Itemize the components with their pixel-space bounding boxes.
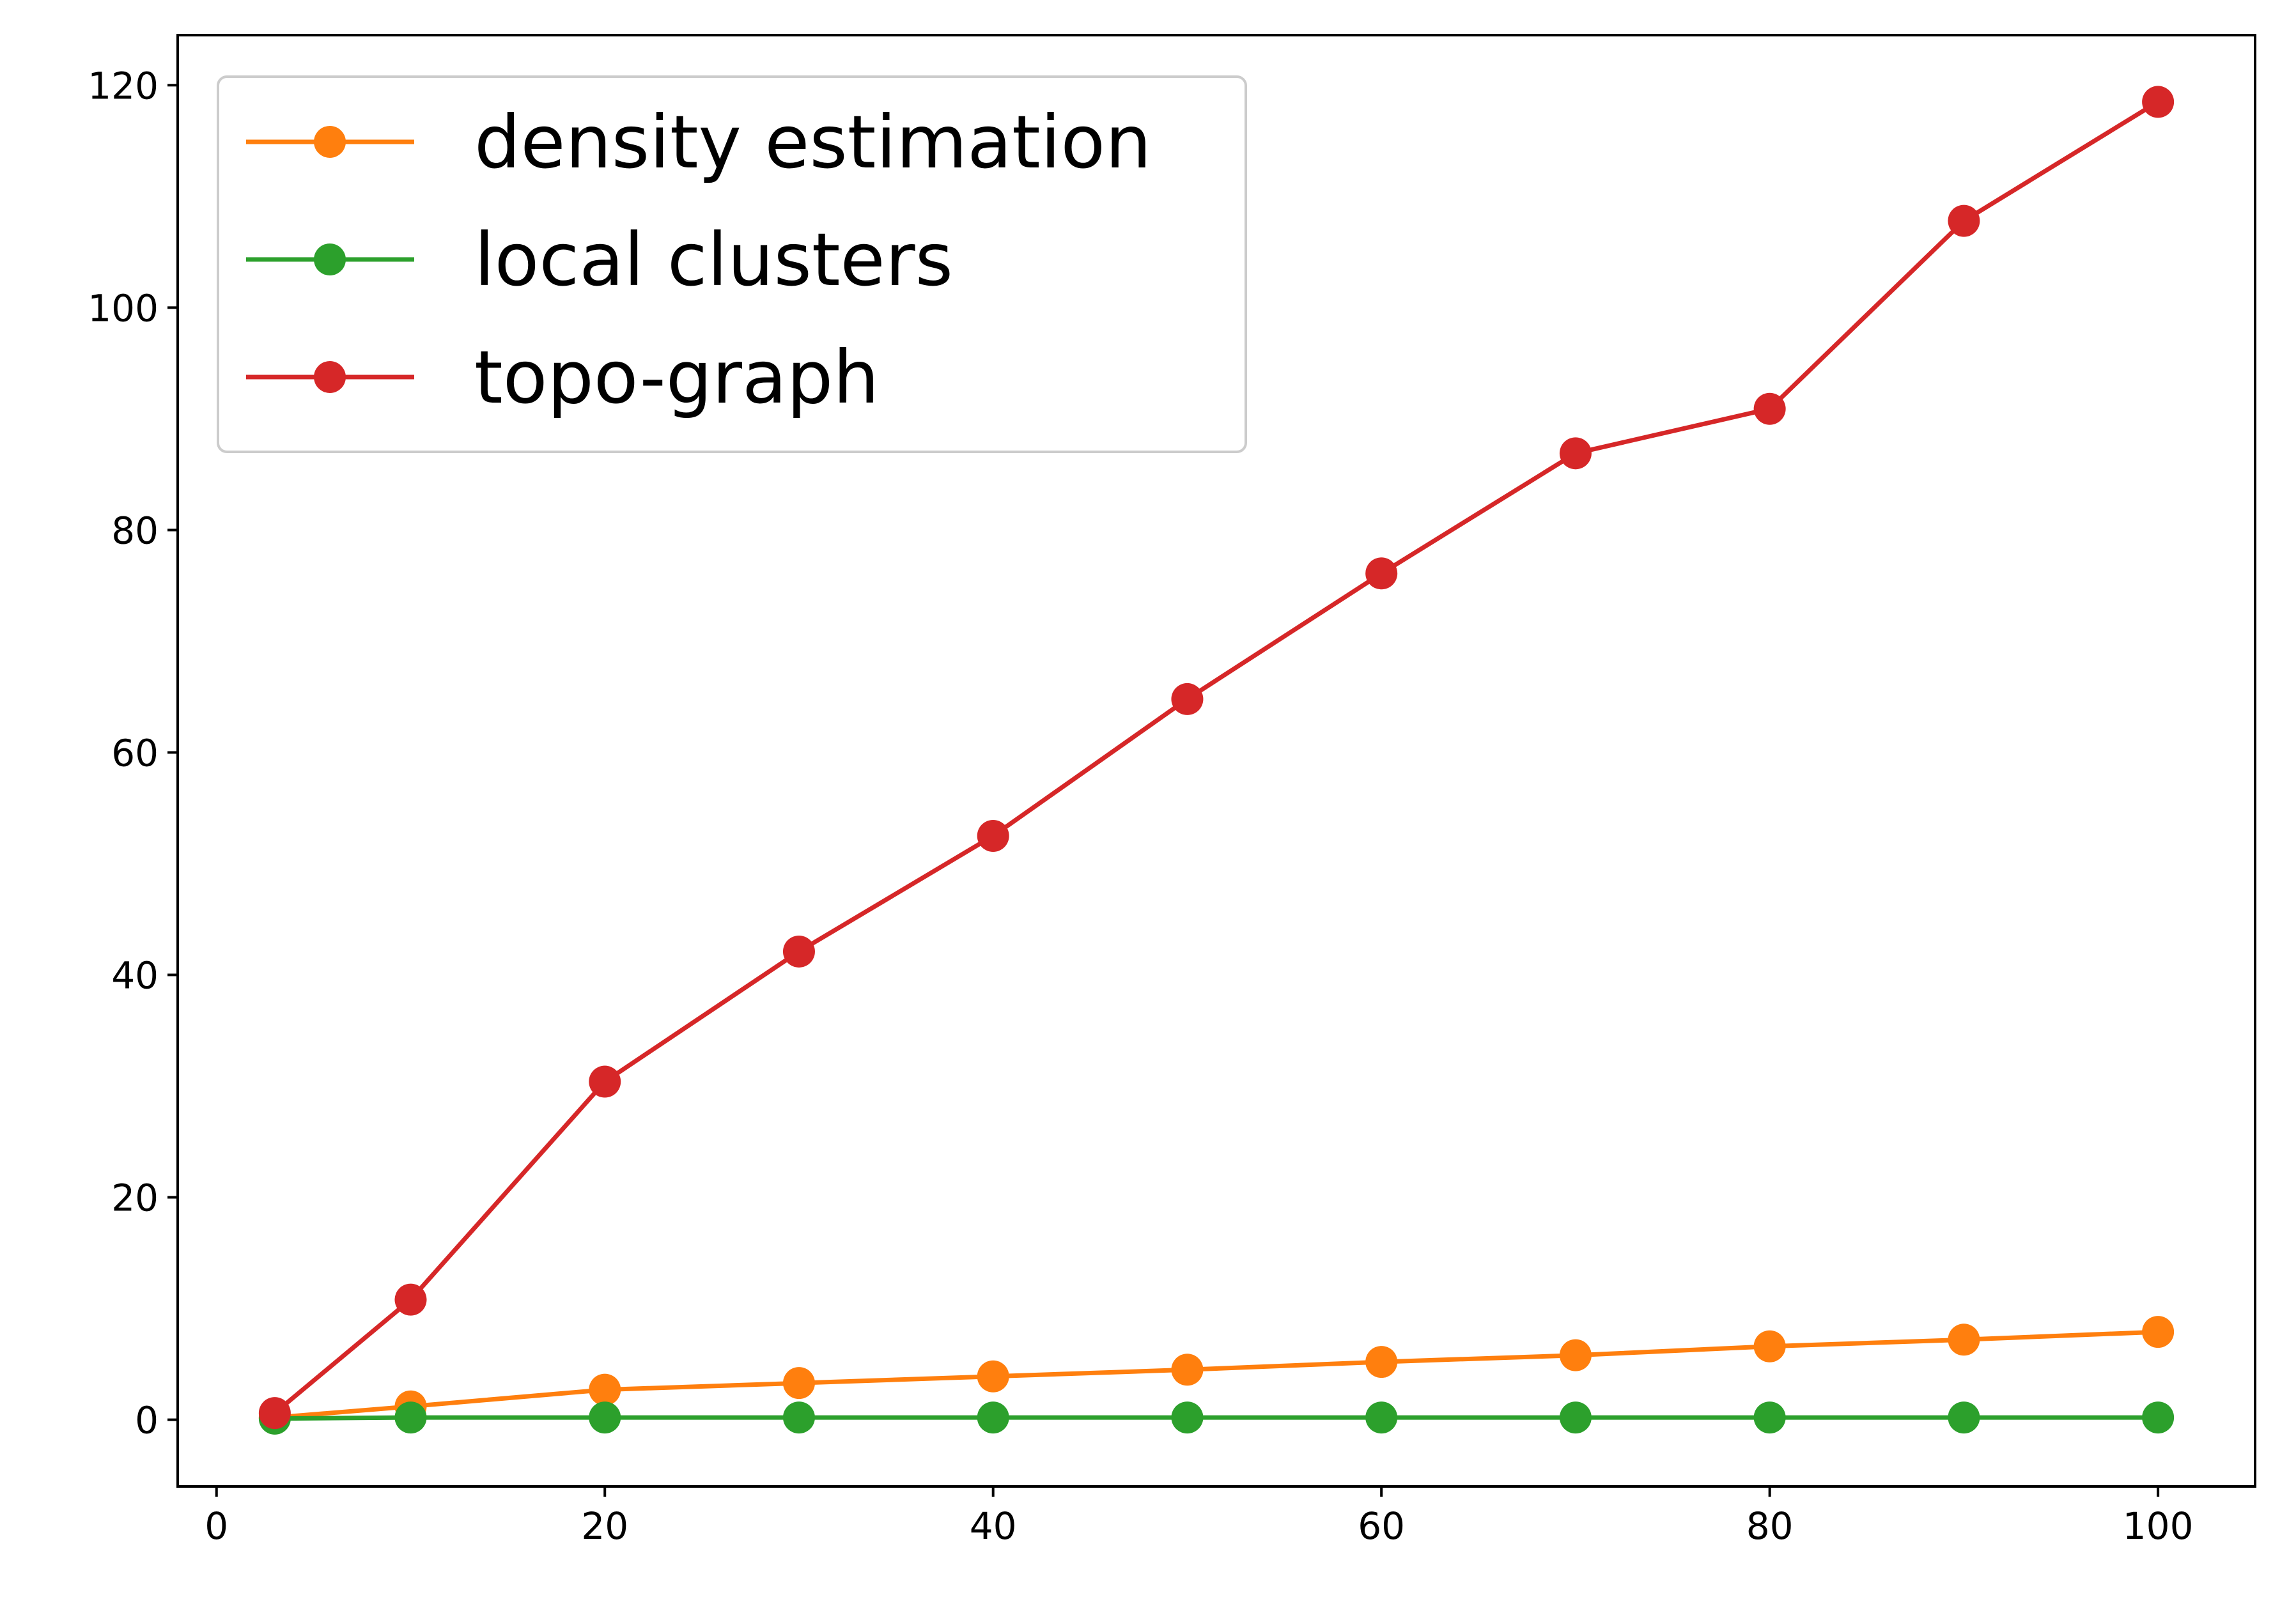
data-point-local-clusters xyxy=(1559,1401,1592,1434)
data-point-topo-graph xyxy=(1753,392,1786,425)
data-point-local-clusters xyxy=(782,1401,815,1434)
data-point-local-clusters xyxy=(1753,1401,1786,1434)
data-point-topo-graph xyxy=(1948,205,1980,237)
series-layer xyxy=(258,86,2175,1435)
y-axis: 0 20 40 60 80 100 120 xyxy=(88,64,178,1442)
y-tick-label: 100 xyxy=(88,286,159,330)
data-point-topo-graph xyxy=(589,1065,621,1098)
data-point-topo-graph xyxy=(394,1283,427,1316)
data-point-topo-graph xyxy=(1365,557,1398,590)
legend-label: topo-graph xyxy=(474,335,880,420)
legend: density estimation local clusters topo-gra… xyxy=(217,75,1247,453)
data-point-density-estimation xyxy=(2142,1316,2175,1348)
data-point-topo-graph xyxy=(2142,86,2175,118)
series-line-local-clusters xyxy=(274,1415,2159,1421)
data-point-local-clusters xyxy=(2142,1401,2175,1434)
data-point-local-clusters xyxy=(1948,1401,1980,1434)
legend-marker xyxy=(314,243,346,275)
legend-entry-topo-graph: topo-graph xyxy=(246,335,880,420)
series-topo-graph xyxy=(258,86,2175,1430)
y-tick-label: 60 xyxy=(111,731,159,775)
x-tick-label: 40 xyxy=(970,1504,1017,1548)
x-axis: 0 20 40 60 80 100 xyxy=(205,1486,2193,1548)
y-tick-label: 0 xyxy=(135,1399,159,1442)
x-tick-label: 80 xyxy=(1746,1504,1794,1548)
legend-label: density estimation xyxy=(474,100,1151,185)
y-tick-label: 120 xyxy=(88,64,159,107)
legend-box xyxy=(217,75,1247,453)
x-tick-label: 20 xyxy=(581,1504,628,1548)
legend-marker xyxy=(314,126,346,158)
data-point-density-estimation xyxy=(977,1360,1009,1393)
legend-marker xyxy=(314,361,346,393)
data-point-density-estimation xyxy=(1948,1324,1980,1356)
x-tick-label: 100 xyxy=(2123,1504,2194,1548)
data-point-density-estimation xyxy=(1753,1330,1786,1362)
y-tick-label: 20 xyxy=(111,1177,159,1220)
data-point-local-clusters xyxy=(977,1401,1009,1434)
legend-entry-density-estimation: density estimation xyxy=(246,100,1151,185)
y-tick-label: 80 xyxy=(111,509,159,552)
data-point-topo-graph xyxy=(782,935,815,968)
data-point-density-estimation xyxy=(1171,1354,1204,1386)
data-point-local-clusters xyxy=(1171,1401,1204,1434)
data-point-topo-graph xyxy=(258,1397,291,1430)
data-point-topo-graph xyxy=(977,819,1009,852)
data-point-local-clusters xyxy=(1365,1401,1398,1434)
y-tick-label: 40 xyxy=(111,953,159,997)
data-point-density-estimation xyxy=(782,1367,815,1400)
data-point-topo-graph xyxy=(1559,437,1592,470)
data-point-density-estimation xyxy=(589,1373,621,1406)
x-tick-label: 60 xyxy=(1358,1504,1405,1548)
data-point-density-estimation xyxy=(1365,1346,1398,1378)
data-point-density-estimation xyxy=(1559,1339,1592,1371)
x-tick-label: 0 xyxy=(205,1504,228,1548)
data-point-local-clusters xyxy=(589,1401,621,1434)
plot-frame xyxy=(176,34,2256,1488)
legend-entry-local-clusters: local clusters xyxy=(246,217,953,302)
data-point-local-clusters xyxy=(394,1401,427,1434)
legend-label: local clusters xyxy=(474,217,953,302)
data-point-topo-graph xyxy=(1171,683,1204,715)
